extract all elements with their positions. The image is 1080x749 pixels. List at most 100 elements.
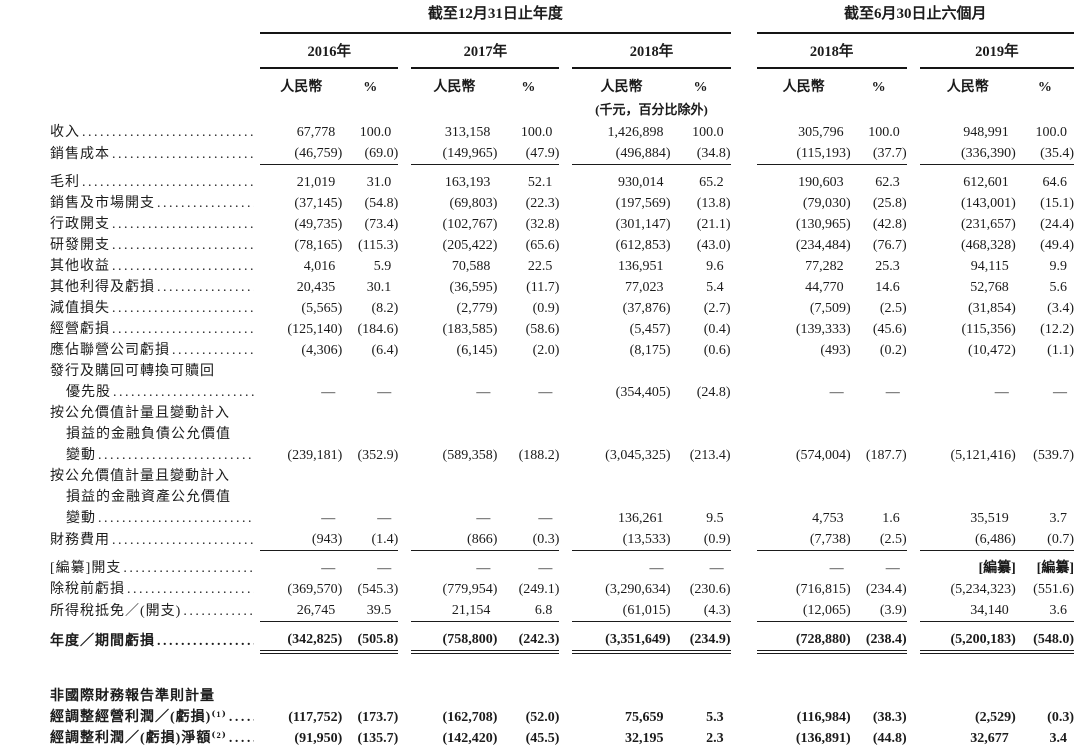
- cell-value: —: [994, 385, 1009, 400]
- cell-value: (15.1): [1040, 196, 1074, 211]
- cell-value: [編纂]: [978, 561, 1016, 576]
- year-header-row: 2016年 2017年 2018年 2018年 2019年: [48, 33, 1074, 69]
- cell-value: 77,282: [805, 259, 844, 274]
- cell-value: (551.6): [1033, 582, 1074, 597]
- cell-value: (184.6): [357, 322, 399, 337]
- cell-value: 70,588: [451, 259, 491, 274]
- cell-value: (43.0): [696, 238, 731, 253]
- cell-value: (3,351,649): [572, 629, 671, 654]
- currency-label: 人民幣: [782, 80, 825, 95]
- cell-value: 3.6: [1015, 600, 1074, 622]
- spacer-row: [48, 622, 1074, 630]
- table-row: 其他利得及虧損 20,435 30.1 (36,595) (11.7) 77,023 5.4…: [48, 277, 1074, 298]
- cell-value: 39.5: [342, 600, 399, 622]
- cell-value: (342,825): [260, 629, 343, 654]
- cell-value: (6,486): [919, 529, 1016, 551]
- table-row: 收入 67,778 100.0 313,158 100.0 1,426,898 100.0 3…: [48, 122, 1074, 143]
- cell-value: (143,001): [960, 196, 1016, 211]
- year-2016: 2016年: [260, 33, 399, 69]
- row-label: 毛利: [48, 172, 260, 193]
- cell-value: (32.8): [525, 217, 560, 232]
- cell-value: (1.4): [342, 529, 399, 551]
- cell-value: (354,405): [615, 385, 671, 400]
- cell-value: (4,306): [301, 343, 343, 358]
- cell-value: 6.8: [497, 600, 560, 622]
- cell-value: (213.4): [689, 448, 731, 463]
- cell-value: (943): [260, 529, 343, 551]
- cell-value: 21,019: [296, 175, 336, 190]
- cell-value: (234,484): [795, 238, 851, 253]
- cell-value: (24.8): [696, 385, 731, 400]
- cell-value: —: [538, 385, 553, 400]
- row-label: 按公允價值計量且變動計入 損益的金融負債公允價值 變動: [48, 403, 260, 466]
- row-label: 財務費用: [48, 529, 260, 551]
- cell-value: (0.7): [1015, 529, 1074, 551]
- cell-value: (42.8): [872, 217, 907, 232]
- cell-value: (3.4): [1047, 301, 1074, 316]
- cell-value: (468,328): [960, 238, 1016, 253]
- cell-value: (0.2): [879, 343, 907, 358]
- cell-value: (115,193): [756, 143, 851, 165]
- currency-label: 人民幣: [946, 80, 989, 95]
- cell-value: 3.4: [1049, 731, 1068, 746]
- cell-value: —: [476, 561, 491, 576]
- table-row: 毛利 21,019 31.0 163,193 52.1 930,014 65.2 190,60…: [48, 172, 1074, 193]
- cell-value: (8.2): [371, 301, 399, 316]
- cell-value: 100.0: [868, 125, 900, 140]
- cell-value: (2,779): [456, 301, 498, 316]
- cell-value: 163,193: [444, 175, 491, 190]
- cell-value: (496,884): [572, 143, 671, 165]
- cell-value: (716,815): [795, 582, 851, 597]
- cell-value: 9.9: [1049, 259, 1068, 274]
- cell-value: (230.6): [689, 582, 731, 597]
- cell-value: (5,457): [629, 322, 671, 337]
- cell-value: —: [377, 385, 392, 400]
- cell-value: (136,891): [795, 731, 851, 746]
- spacer-row: [48, 652, 1074, 663]
- cell-value: —: [377, 511, 392, 526]
- cell-value: 2.3: [706, 731, 724, 746]
- cell-value: (2.7): [703, 301, 731, 316]
- table-row: 年度／期間虧損(342,825)(505.8) (758,800)(242.3) (…: [48, 629, 1074, 654]
- cell-value: (779,954): [442, 582, 498, 597]
- currency-label: 人民幣: [600, 80, 643, 95]
- cell-value: 1,426,898: [607, 125, 664, 140]
- cell-value: (52.0): [525, 710, 560, 725]
- cell-value: (149,965): [411, 143, 498, 165]
- cell-value: (58.6): [525, 322, 560, 337]
- cell-value: (5,200,183): [919, 629, 1016, 654]
- cell-value: 1.6: [882, 511, 900, 526]
- cell-value: (2.5): [850, 529, 907, 551]
- table-row: 行政開支 (49,735) (73.4) (102,767) (32.8) (301,14…: [48, 214, 1074, 235]
- cell-value: (505.8): [342, 629, 399, 654]
- cell-value: (3,290,634): [605, 582, 671, 597]
- cell-value: (12.2): [1040, 322, 1074, 337]
- row-label: 發行及購回可轉換可贖回 優先股: [48, 361, 260, 403]
- cell-value: (2,529): [974, 710, 1016, 725]
- year-2018: 2018年: [572, 33, 731, 69]
- percent-label: %: [871, 80, 886, 95]
- table-row: 經調整經營利潤／(虧損)⁽¹⁾ (117,752) (173.7) (162,708)…: [48, 707, 1074, 728]
- year-2019-h1: 2019年: [919, 33, 1074, 69]
- cell-value: 190,603: [798, 175, 844, 190]
- cell-value: 14.6: [875, 280, 900, 295]
- cell-value: (13.8): [696, 196, 731, 211]
- financial-statements-table: 截至12月31日止年度 截至6月30日止六個月 2016年 2017年 2018…: [48, 4, 1074, 749]
- cell-value: 313,158: [444, 125, 491, 140]
- cell-value: (44.8): [872, 731, 907, 746]
- cell-value: (187.7): [865, 448, 907, 463]
- cell-value: (79,030): [802, 196, 851, 211]
- cell-value: (205,422): [442, 238, 498, 253]
- cell-value: (116,984): [796, 710, 851, 725]
- cell-value: (728,880): [756, 629, 851, 654]
- cell-value: —: [829, 561, 844, 576]
- cell-value: (102,767): [442, 217, 498, 232]
- cell-value: (45.5): [525, 731, 560, 746]
- year-2017: 2017年: [411, 33, 560, 69]
- row-label: 銷售成本: [48, 143, 260, 165]
- cell-value: (539.7): [1033, 448, 1074, 463]
- cell-value: (65.6): [525, 238, 560, 253]
- cell-value: —: [885, 561, 900, 576]
- currency-label: 人民幣: [280, 80, 323, 95]
